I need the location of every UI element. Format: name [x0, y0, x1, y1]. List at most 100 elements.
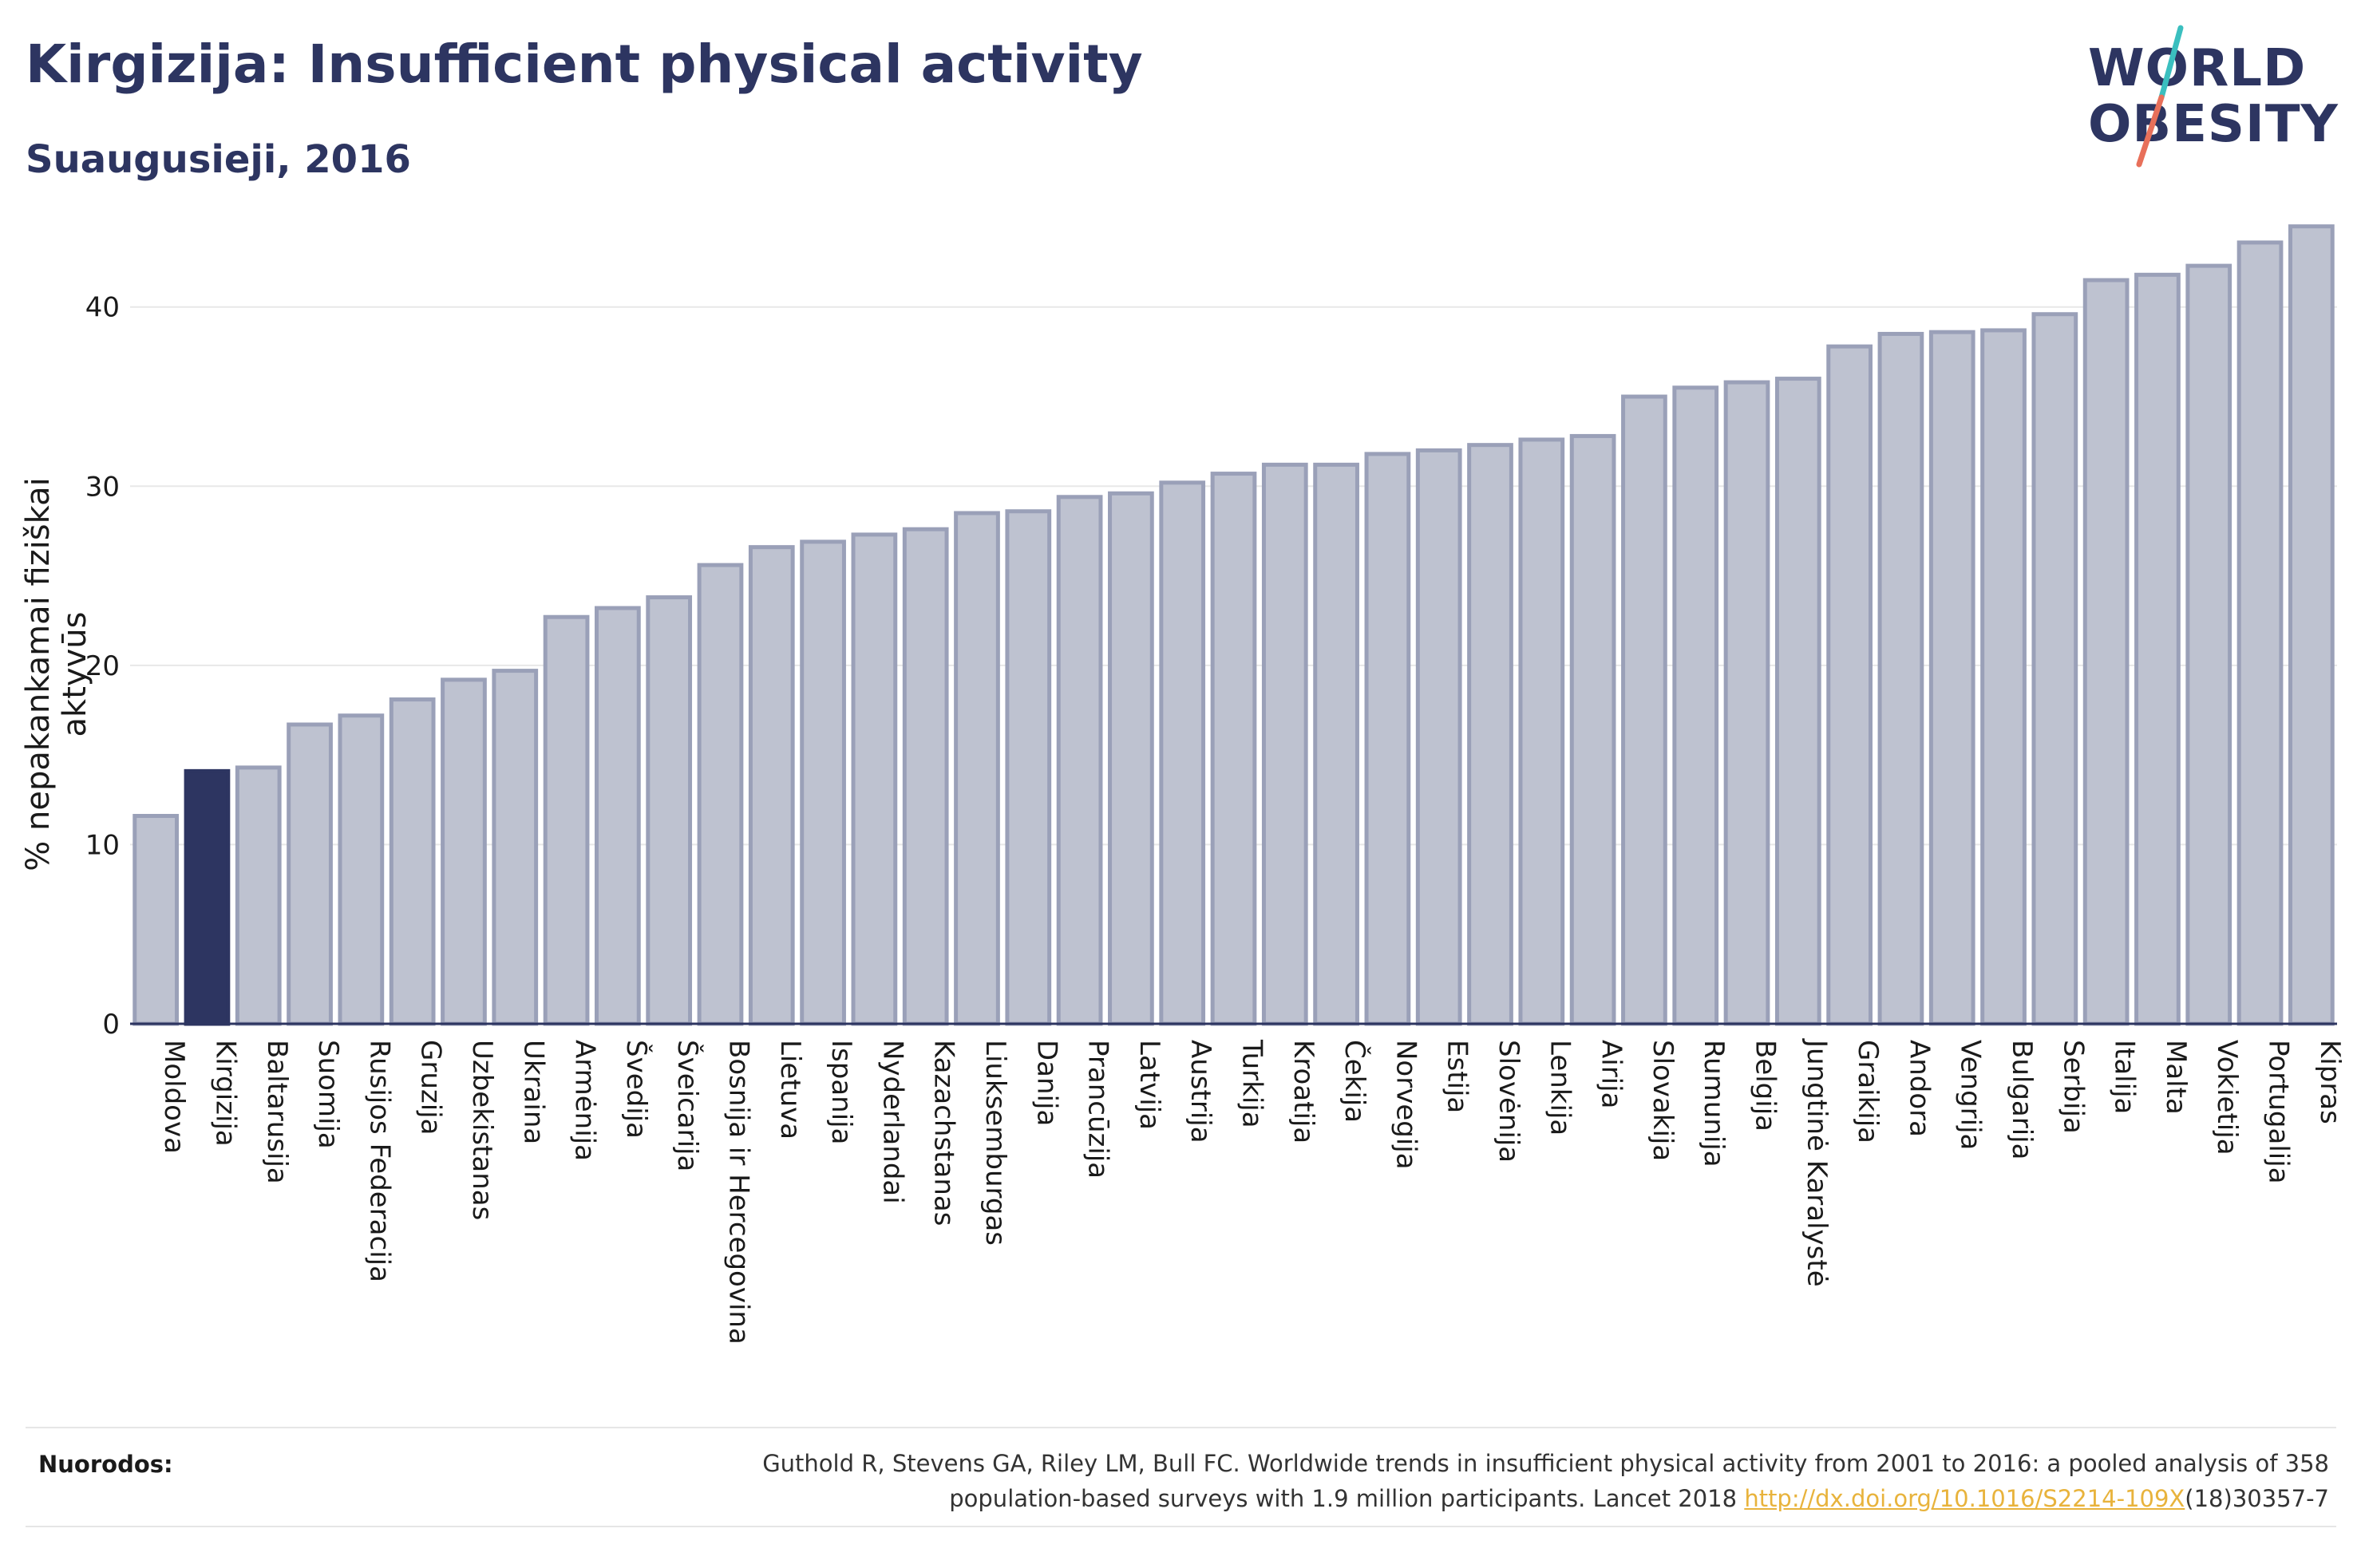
x-tick-label: Slovakija — [1647, 1040, 1679, 1161]
x-tick-label: Uzbekistanas — [466, 1040, 498, 1220]
x-tick-label: Bosnija ir Hercegovina — [722, 1040, 754, 1345]
x-tick-label: Serbija — [2057, 1040, 2089, 1134]
bar-25 — [1415, 448, 1462, 1026]
x-tick-label: Estija — [1442, 1040, 1473, 1113]
bar-21 — [1210, 472, 1257, 1026]
citation-line-1: Guthold R, Stevens GA, Riley LM, Bull FC… — [762, 1450, 2329, 1477]
x-tick-label: Vokietija — [2211, 1040, 2243, 1155]
bar-38 — [2082, 278, 2130, 1026]
citation-line-2-prefix: population-based surveys with 1.9 millio… — [949, 1485, 1745, 1512]
x-tick-label: Liuksemburgas — [979, 1040, 1011, 1246]
references-label: Nuorodos: — [38, 1451, 173, 1478]
x-tick-label: Lenkija — [1544, 1040, 1576, 1136]
x-tick-label: Andora — [1903, 1040, 1935, 1137]
bar-34 — [1877, 331, 1924, 1026]
bar-35 — [1928, 330, 1975, 1026]
x-tick-label: Lietuva — [774, 1040, 806, 1139]
x-tick-label: Austrija — [1184, 1040, 1216, 1143]
doi-link[interactable]: http://dx.doi.org/10.1016/S2214-109X — [1744, 1485, 2185, 1512]
bar-28 — [1569, 433, 1616, 1026]
bar-24 — [1364, 452, 1411, 1026]
logo-line-2: OBESITY — [2088, 95, 2339, 154]
bar-33 — [1826, 344, 1873, 1026]
bar-1 — [184, 768, 231, 1026]
bar-36 — [1980, 328, 2027, 1026]
x-tick-label: Švedija — [620, 1040, 653, 1139]
x-tick-label: Airija — [1596, 1040, 1627, 1108]
bar-42 — [2288, 224, 2335, 1026]
x-tick-label: Kroatija — [1287, 1040, 1319, 1143]
footer-divider-top — [26, 1427, 2336, 1428]
bar-5 — [389, 697, 436, 1026]
bar-18 — [1056, 495, 1103, 1026]
bar-3 — [287, 722, 333, 1026]
bar-17 — [1005, 509, 1052, 1026]
x-tick-label: Malta — [2160, 1040, 2192, 1115]
bar-39 — [2134, 272, 2181, 1026]
x-tick-label: Portugalija — [2263, 1040, 2295, 1184]
y-axis-label: % nepakankamai fiziškai aktyvūs — [20, 477, 93, 871]
bar-6 — [441, 677, 487, 1026]
chart-title: Kirgizija: Insufficient physical activit… — [26, 34, 1143, 95]
bar-16 — [954, 511, 1000, 1026]
footer-divider-bottom — [26, 1526, 2336, 1527]
bar-10 — [646, 595, 693, 1026]
x-tick-label: Suomija — [312, 1040, 344, 1149]
bar-31 — [1723, 380, 1770, 1026]
x-tick-label: Armėnija — [569, 1040, 601, 1161]
bar-chart-svg: 0 10 20 30 40 Moldova Kirgizija Baltarusija Suom… — [85, 224, 2346, 1345]
bar-15 — [902, 527, 949, 1026]
x-tick-label: Graikija — [1852, 1040, 1884, 1143]
y-tick-label: 40 — [85, 292, 120, 324]
x-tick-label: Rumunija — [1698, 1040, 1730, 1167]
bar-41 — [2236, 240, 2284, 1026]
x-tick-label: Čekija — [1339, 1040, 1371, 1123]
x-tick-label: Kipras — [2314, 1040, 2346, 1124]
x-tick-label: Vengrija — [1955, 1040, 1987, 1150]
y-tick-label: 0 — [102, 1009, 120, 1041]
logo-slash-icon — [2136, 25, 2184, 168]
x-tick-label: Danija — [1030, 1040, 1062, 1126]
x-tick-label: Moldova — [158, 1040, 190, 1154]
x-tick-label: Slovėnija — [1493, 1040, 1525, 1163]
bar-11 — [697, 563, 744, 1026]
bar-chart: 0 10 20 30 40 Moldova Kirgizija Baltarusija Suom… — [20, 224, 2346, 1345]
bar-26 — [1467, 443, 1513, 1026]
bar-22 — [1261, 462, 1308, 1026]
x-tick-label: Baltarusija — [261, 1040, 293, 1184]
x-tick-label: Norvegija — [1390, 1040, 1422, 1170]
y-tick-label: 10 — [85, 829, 120, 861]
x-tick-label: Turkija — [1236, 1039, 1268, 1128]
bar-13 — [800, 539, 846, 1026]
x-tick-label: Ukraina — [517, 1040, 549, 1144]
x-tick-label: Nyderlandai — [876, 1040, 908, 1204]
bar-7 — [492, 669, 539, 1026]
bar-19 — [1108, 491, 1154, 1026]
bar-20 — [1159, 480, 1206, 1026]
x-tick-label: Bulgarija — [2006, 1040, 2038, 1159]
chart-subtitle: Suaugusieji, 2016 — [26, 137, 411, 182]
bar-27 — [1518, 437, 1565, 1026]
citation-line-2: population-based surveys with 1.9 millio… — [493, 1481, 2329, 1516]
x-tick-label: Šveicarija — [671, 1040, 704, 1171]
bar-40 — [2185, 263, 2232, 1026]
x-tick-label: Belgija — [1750, 1040, 1782, 1132]
x-tick-label: Rusijos Federacija — [363, 1040, 395, 1282]
x-tick-label: Prancūzija — [1082, 1040, 1114, 1179]
bar-23 — [1313, 462, 1359, 1026]
bar-0 — [132, 814, 180, 1026]
bar-2 — [235, 765, 282, 1026]
bar-12 — [748, 545, 795, 1026]
references-citation: Guthold R, Stevens GA, Riley LM, Bull FC… — [493, 1446, 2329, 1516]
bar-14 — [851, 532, 898, 1026]
bar-32 — [1774, 377, 1821, 1026]
bar-29 — [1621, 394, 1667, 1026]
bar-4 — [338, 713, 385, 1026]
bar-8 — [543, 614, 590, 1026]
bar-30 — [1672, 385, 1719, 1026]
x-tick-label: Kirgizija — [209, 1040, 241, 1147]
x-tick-label: Kazachstanas — [928, 1040, 960, 1226]
x-tick-label: Jungtinė Karalystė — [1801, 1038, 1833, 1287]
x-tick-label: Latvija — [1133, 1040, 1165, 1130]
x-tick-label: Italija — [2109, 1040, 2141, 1114]
